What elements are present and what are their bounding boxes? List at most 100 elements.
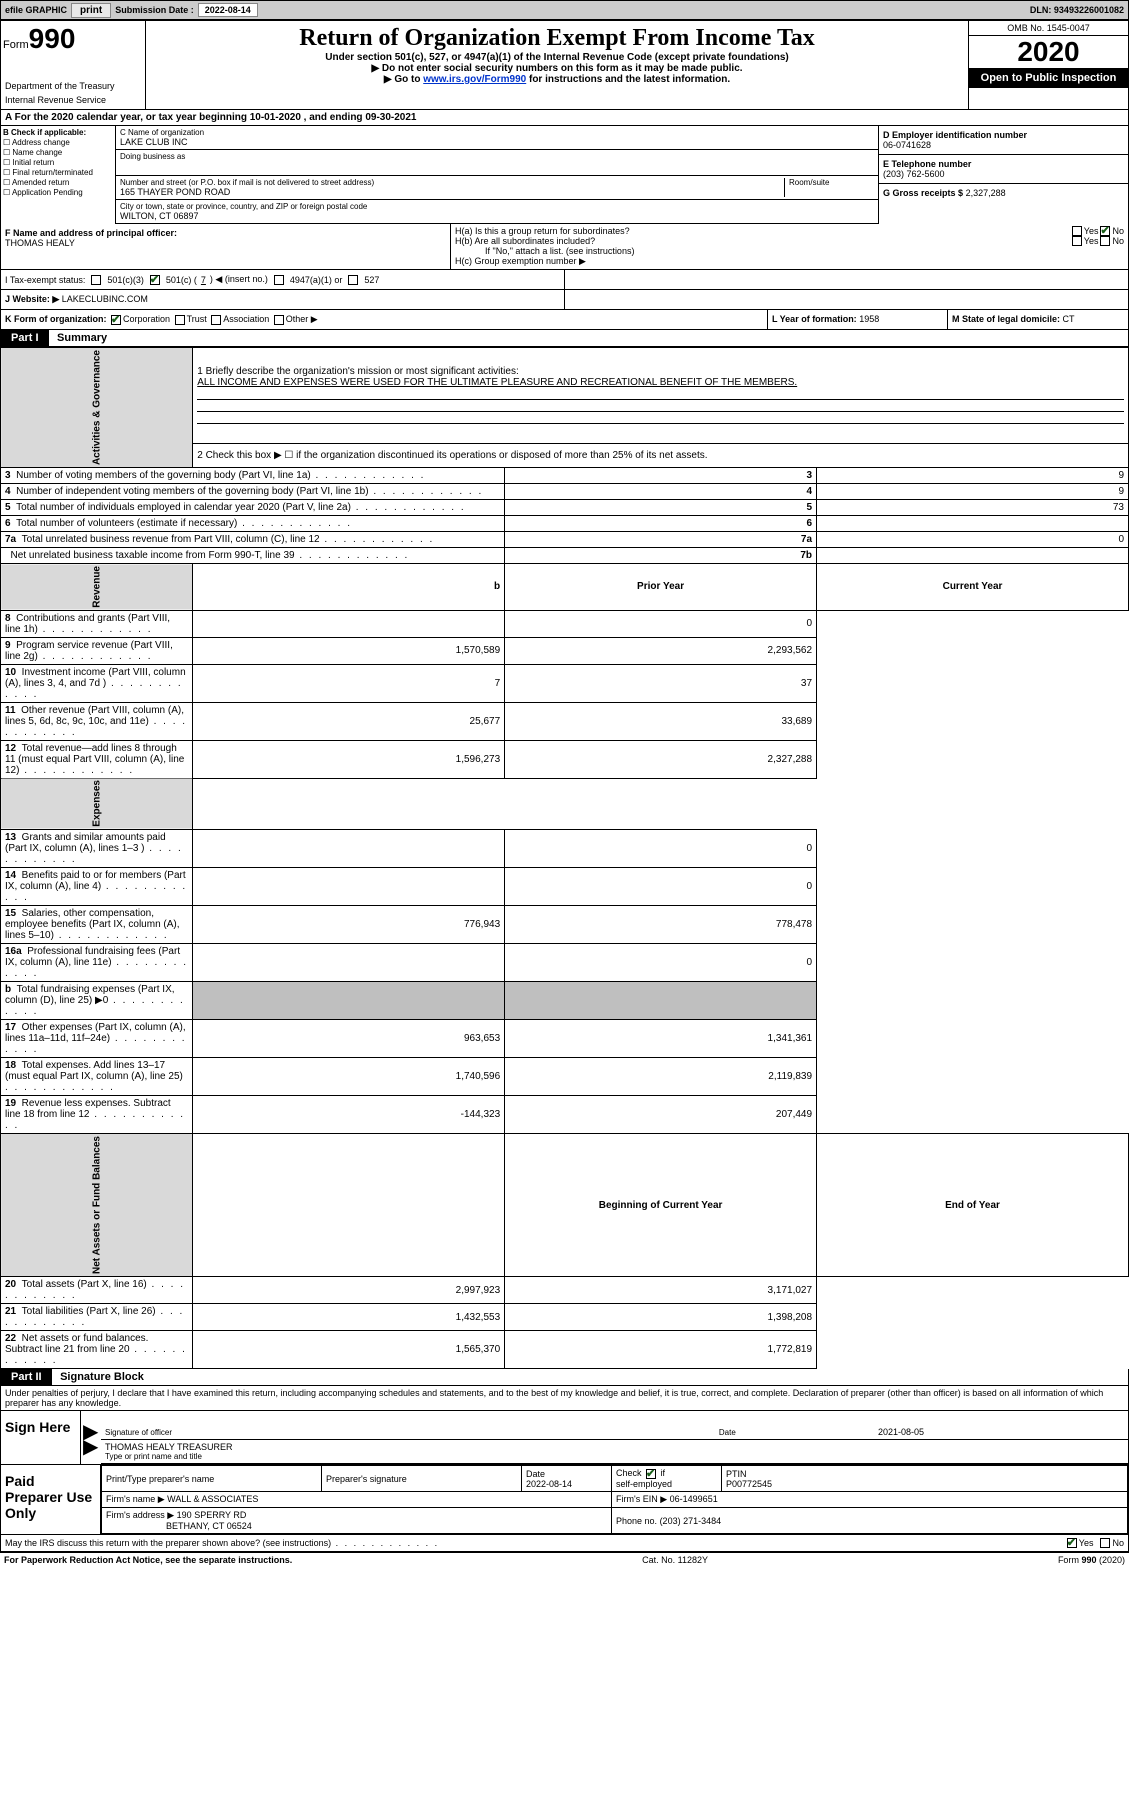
ha-row: H(a) Is this a group return for subordin…	[455, 226, 1124, 236]
side-governance: Activities & Governance	[1, 348, 193, 468]
firm-addr-label: Firm's address ▶	[106, 1510, 174, 1520]
declaration: Under penalties of perjury, I declare th…	[0, 1386, 1129, 1411]
q2-row: 2 Check this box ▶ ☐ if the organization…	[193, 443, 1129, 467]
officer-name: THOMAS HEALY	[5, 238, 75, 248]
header-sub3: ▶ Go to www.irs.gov/Form990 for instruct…	[150, 74, 964, 85]
prep-phone-label: Phone no.	[616, 1516, 657, 1526]
q1-answer: ALL INCOME AND EXPENSES WERE USED FOR TH…	[197, 377, 1124, 388]
chk-name[interactable]: ☐ Name change	[3, 148, 113, 157]
city-label: City or town, state or province, country…	[120, 202, 874, 211]
exp-row: 15 Salaries, other compensation, employe…	[1, 906, 1129, 944]
exp-row: 18 Total expenses. Add lines 13–17 (must…	[1, 1058, 1129, 1096]
state-domicile: M State of legal domicile: CT	[948, 310, 1128, 329]
header-sub2: ▶ Do not enter social security numbers o…	[150, 63, 964, 74]
part2-title: Signature Block	[54, 1371, 144, 1383]
gov-row: Net unrelated business taxable income fr…	[1, 548, 1129, 564]
sig-date: 2021-08-05	[878, 1427, 924, 1437]
gov-row: 4 Number of independent voting members o…	[1, 484, 1129, 500]
arrow-icon-2: ▶	[83, 1434, 98, 1459]
discuss-no[interactable]	[1100, 1538, 1110, 1548]
col-b-label: B Check if applicable:	[3, 128, 86, 137]
rev-row: 11 Other revenue (Part VIII, column (A),…	[1, 702, 1129, 740]
dln-label: DLN:	[1030, 5, 1052, 15]
chk-initial[interactable]: ☐ Initial return	[3, 158, 113, 167]
hb-no[interactable]	[1100, 236, 1110, 246]
part1-header: Part I	[1, 330, 49, 346]
exp-row: b Total fundraising expenses (Part IX, c…	[1, 982, 1129, 1020]
footer-left: For Paperwork Reduction Act Notice, see …	[4, 1555, 292, 1565]
officer-label: F Name and address of principal officer:	[5, 228, 177, 238]
paid-prep-label: Paid Preparer Use Only	[1, 1465, 101, 1534]
form-number: Form990	[3, 23, 143, 55]
chk-4947[interactable]	[274, 275, 284, 285]
net-row: 22 Net assets or fund balances. Subtract…	[1, 1331, 1129, 1369]
prep-name-label: Print/Type preparer's name	[102, 1466, 322, 1492]
part1-title: Summary	[51, 332, 107, 344]
begin-year-hdr: Beginning of Current Year	[505, 1134, 817, 1277]
net-row: 20 Total assets (Part X, line 16)2,997,9…	[1, 1277, 1129, 1304]
gross-value: 2,327,288	[966, 188, 1006, 198]
ha-yes[interactable]	[1072, 226, 1082, 236]
hb-note: If "No," attach a list. (see instruction…	[455, 246, 1124, 256]
form-title: Return of Organization Exempt From Incom…	[150, 25, 964, 52]
discuss-yes[interactable]	[1067, 1538, 1077, 1548]
end-year-hdr: End of Year	[817, 1134, 1129, 1277]
chk-self-emp[interactable]	[646, 1469, 656, 1479]
gross-label: G Gross receipts $	[883, 188, 963, 198]
tax-exempt-row: I Tax-exempt status: 501(c)(3) 501(c) (7…	[1, 270, 565, 290]
org-name: LAKE CLUB INC	[120, 137, 874, 147]
chk-address[interactable]: ☐ Address change	[3, 138, 113, 147]
chk-amended[interactable]: ☐ Amended return	[3, 178, 113, 187]
gov-row: 5 Total number of individuals employed i…	[1, 500, 1129, 516]
firm-ein: 06-1499651	[670, 1494, 718, 1504]
chk-corp[interactable]	[111, 315, 121, 325]
open-public: Open to Public Inspection	[969, 68, 1128, 88]
row-a-tax-year: A For the 2020 calendar year, or tax yea…	[0, 110, 1129, 126]
chk-trust[interactable]	[175, 315, 185, 325]
form990-link[interactable]: www.irs.gov/Form990	[423, 74, 526, 85]
chk-final[interactable]: ☐ Final return/terminated	[3, 168, 113, 177]
form-header: Form990 Department of the Treasury Inter…	[0, 20, 1129, 110]
chk-application[interactable]: ☐ Application Pending	[3, 188, 113, 197]
chk-other[interactable]	[274, 315, 284, 325]
exp-row: 16a Professional fundraising fees (Part …	[1, 944, 1129, 982]
sign-here-label: Sign Here	[1, 1411, 81, 1464]
chk-501c[interactable]	[150, 275, 160, 285]
part2-header: Part II	[1, 1369, 52, 1385]
ha-no[interactable]	[1100, 226, 1110, 236]
col-b-checkboxes: B Check if applicable: ☐ Address change …	[1, 126, 116, 224]
chk-assoc[interactable]	[211, 315, 221, 325]
tax-year: 2020	[969, 36, 1128, 68]
rev-row: 8 Contributions and grants (Part VIII, l…	[1, 610, 1129, 637]
irs-label: Internal Revenue Service	[3, 93, 143, 107]
gov-row: 3 Number of voting members of the govern…	[1, 468, 1129, 484]
side-revenue: Revenue	[1, 564, 193, 611]
prior-year-hdr: Prior Year	[505, 564, 817, 611]
dept-treasury: Department of the Treasury	[3, 79, 143, 93]
hb-row: H(b) Are all subordinates included? Yes …	[455, 236, 1124, 246]
firm-addr1: 190 SPERRY RD	[177, 1510, 247, 1520]
print-button[interactable]: print	[71, 3, 111, 18]
submission-date: 2022-08-14	[198, 3, 258, 17]
row-b-num: b	[193, 564, 505, 611]
org-name-label: C Name of organization	[120, 128, 874, 137]
city-value: WILTON, CT 06897	[120, 211, 874, 221]
exp-row: 14 Benefits paid to or for members (Part…	[1, 868, 1129, 906]
sig-date-label: Date	[719, 1428, 736, 1437]
side-net: Net Assets or Fund Balances	[1, 1134, 193, 1277]
chk-501c3[interactable]	[91, 275, 101, 285]
firm-ein-label: Firm's EIN ▶	[616, 1494, 667, 1504]
top-toolbar: efile GRAPHIC print Submission Date : 20…	[0, 0, 1129, 20]
chk-527[interactable]	[348, 275, 358, 285]
footer-right: Form 990 (2020)	[1058, 1555, 1125, 1565]
ptin-value: P00772545	[726, 1479, 772, 1489]
net-row: 21 Total liabilities (Part X, line 26)1,…	[1, 1304, 1129, 1331]
dln-value: 93493226001082	[1054, 5, 1124, 15]
phone-label-e: E Telephone number	[883, 159, 1124, 169]
prep-phone: (203) 271-3484	[660, 1516, 722, 1526]
hb-yes[interactable]	[1072, 236, 1082, 246]
rev-row: 12 Total revenue—add lines 8 through 11 …	[1, 740, 1129, 778]
sig-name: THOMAS HEALY TREASURER	[105, 1442, 1124, 1452]
side-expenses: Expenses	[1, 778, 193, 830]
dba-label: Doing business as	[120, 152, 874, 161]
